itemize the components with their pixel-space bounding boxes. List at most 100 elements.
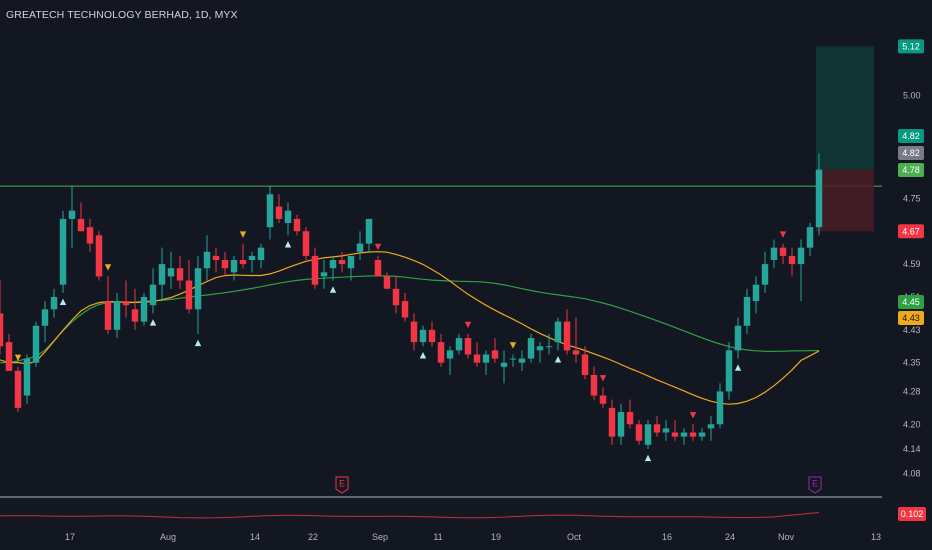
candle-body	[221, 260, 229, 269]
candle-body	[131, 309, 139, 322]
candle	[374, 255, 382, 277]
y-tick-label[interactable]: 4.75	[903, 193, 921, 203]
candle-body	[212, 255, 220, 260]
x-tick-label[interactable]: 24	[725, 532, 735, 542]
candle-body	[365, 218, 373, 244]
candle-body	[257, 247, 265, 260]
candle	[149, 268, 157, 314]
x-tick-label[interactable]: Nov	[778, 532, 795, 542]
candle	[140, 292, 148, 326]
candle	[185, 260, 193, 314]
candle-body	[176, 268, 184, 281]
candle	[131, 288, 139, 330]
candle-body	[680, 432, 688, 437]
candle	[68, 186, 76, 248]
event-label: E	[812, 479, 818, 489]
candle-body	[194, 268, 202, 310]
candle-body	[644, 424, 652, 445]
event-flag	[335, 476, 349, 494]
candle	[5, 333, 13, 371]
candle-body	[500, 362, 508, 367]
candle-body	[77, 218, 85, 232]
candle	[59, 210, 67, 293]
candle-body	[482, 354, 490, 363]
candle-body	[95, 235, 103, 277]
buy-signal-marker	[329, 286, 337, 293]
y-tick-label[interactable]: 4.08	[903, 469, 921, 479]
candle	[608, 399, 616, 445]
candle-body	[797, 247, 805, 265]
x-tick-label[interactable]: 19	[491, 532, 501, 542]
x-tick-label[interactable]: Sep	[372, 532, 388, 542]
candle	[104, 276, 112, 334]
earnings-event-marker[interactable]: E	[335, 476, 349, 494]
candle	[284, 202, 292, 236]
candle	[464, 333, 472, 359]
candle-body	[752, 284, 760, 302]
candle	[230, 255, 238, 281]
x-tick-label[interactable]: 17	[65, 532, 75, 542]
oscillator-pane	[0, 496, 882, 519]
buy-signal-marker	[194, 339, 202, 347]
candle-body	[734, 325, 742, 351]
sell-signal-marker	[509, 342, 517, 349]
price-badge-text: 5.12	[902, 41, 920, 51]
y-tick-label[interactable]: 4.35	[903, 358, 921, 368]
y-tick-label[interactable]: 4.59	[903, 259, 921, 269]
candle	[626, 399, 634, 429]
candle	[581, 346, 589, 380]
y-tick-label[interactable]: 4.43	[903, 325, 921, 335]
target-zone	[816, 46, 874, 170]
candle-body	[140, 296, 148, 322]
ma-slow-line	[0, 275, 820, 364]
candle-body	[779, 247, 787, 256]
candle-body	[455, 338, 463, 351]
candle	[725, 342, 733, 400]
sell-signal-marker	[239, 231, 247, 238]
candle	[815, 153, 823, 236]
x-tick-label[interactable]: 11	[433, 532, 442, 542]
candle	[797, 239, 805, 302]
earnings-event-marker[interactable]: E	[808, 476, 822, 494]
candle-body	[41, 309, 49, 326]
candle-body	[266, 194, 274, 228]
y-tick-label[interactable]: 4.28	[903, 386, 921, 396]
candle-body	[608, 407, 616, 437]
y-tick-label[interactable]: 4.20	[903, 419, 921, 429]
candle	[509, 354, 517, 367]
oscillator-line	[0, 512, 820, 519]
candle	[788, 247, 796, 277]
candle-body	[761, 264, 769, 285]
candle-body	[572, 350, 580, 355]
candle	[770, 239, 778, 269]
candle	[644, 420, 652, 449]
price-badge-bg	[898, 311, 924, 325]
x-tick-label[interactable]: Oct	[567, 532, 582, 542]
price-badge: 4.82	[898, 146, 924, 160]
x-tick-label[interactable]: 13	[871, 532, 881, 542]
x-tick-label[interactable]: 16	[662, 532, 672, 542]
candles[interactable]	[0, 153, 823, 449]
price-badge-bg	[898, 146, 924, 160]
price-badge-bg	[898, 39, 924, 54]
x-tick-label[interactable]: 22	[308, 532, 318, 542]
candle-body	[275, 206, 283, 219]
candle-body	[5, 342, 13, 371]
candle	[221, 251, 229, 277]
y-tick-label[interactable]: 5.00	[903, 91, 921, 101]
candle-body	[311, 255, 319, 285]
candle-body	[185, 280, 193, 310]
candle-body	[32, 325, 40, 363]
x-tick-label[interactable]: 14	[250, 532, 260, 542]
candle-body	[527, 338, 535, 359]
candle-body	[446, 350, 454, 359]
candle-body	[770, 247, 778, 260]
candle	[689, 424, 697, 441]
x-tick-label[interactable]: Aug	[160, 532, 176, 542]
price-badge: 4.67	[898, 224, 924, 239]
sell-signal-marker	[779, 231, 787, 238]
y-tick-label[interactable]: 4.14	[903, 444, 921, 454]
time-axis[interactable]: 17 Aug 14 22 Sep 11 19 Oct 16 24 Nov 13	[65, 532, 881, 542]
